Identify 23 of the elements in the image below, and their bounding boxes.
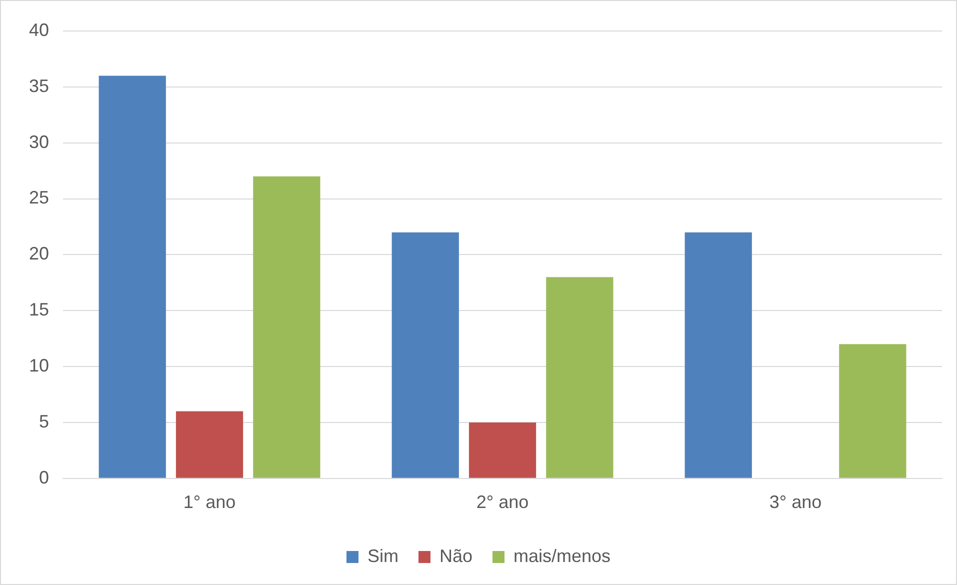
x-tick-label: 3° ano — [769, 492, 822, 512]
bar — [684, 232, 752, 478]
bar — [468, 422, 536, 478]
x-tick-label: 1° ano — [183, 492, 236, 512]
bar — [253, 176, 320, 478]
y-tick-label: 15 — [28, 300, 50, 320]
legend-label: Não — [439, 546, 473, 566]
y-tick-label: 30 — [28, 132, 50, 152]
x-tick-label: 2° ano — [476, 492, 529, 512]
bar — [176, 411, 244, 478]
y-tick-label: 10 — [28, 356, 50, 376]
y-tick-label: 5 — [39, 411, 50, 432]
y-tick-label: 40 — [28, 20, 50, 40]
y-tick-label: 20 — [28, 244, 50, 264]
bar — [98, 76, 166, 478]
bar — [546, 277, 614, 478]
y-tick-label: 0 — [39, 467, 50, 488]
legend-label: mais/menos — [513, 546, 611, 566]
y-tick-label: 35 — [28, 76, 50, 96]
bar — [392, 232, 459, 478]
y-tick-label: 25 — [28, 188, 50, 208]
legend-label: Sim — [367, 546, 398, 566]
bar — [839, 344, 906, 478]
